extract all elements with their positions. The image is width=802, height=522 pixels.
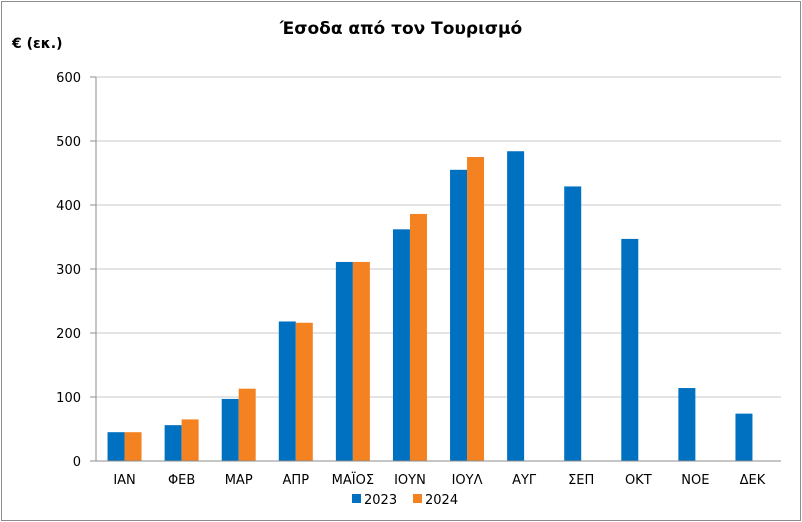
bar-2023-9 <box>621 238 639 461</box>
bar-2024-2 <box>238 388 256 461</box>
x-tick-label: ΑΠΡ <box>283 473 310 488</box>
y-tick-label: 600 <box>56 71 81 86</box>
bar-2023-3 <box>278 321 296 461</box>
x-tick-label: ΙΑΝ <box>113 473 135 488</box>
axes <box>95 77 781 462</box>
x-tick-label: ΜΑΡ <box>225 473 253 488</box>
bars <box>107 151 753 462</box>
y-tick-label: 100 <box>56 391 81 406</box>
x-tick-label: ΑΥΓ <box>512 473 537 488</box>
x-tick-label: ΣΕΠ <box>568 473 594 488</box>
bar-2024-4 <box>352 261 370 461</box>
bar-2024-5 <box>409 213 427 461</box>
bar-2023-2 <box>221 398 239 461</box>
bar-2023-6 <box>450 169 468 462</box>
legend: 2023 2024 <box>352 493 458 508</box>
legend-swatch-2023 <box>352 494 361 503</box>
x-tick-label: ΙΟΥΛ <box>452 473 483 488</box>
bar-2024-1 <box>181 419 199 461</box>
x-tick-label: ΝΟΕ <box>681 473 709 488</box>
bar-2023-5 <box>392 229 410 461</box>
x-tick-label: ΔΕΚ <box>740 473 766 488</box>
bar-2023-11 <box>735 413 753 461</box>
legend-swatch-2024 <box>413 494 422 503</box>
x-tick-label: ΦΕΒ <box>168 473 195 488</box>
legend-label-2023: 2023 <box>364 493 397 508</box>
bar-2024-3 <box>295 322 313 461</box>
bar-2023-8 <box>564 186 582 461</box>
bar-2023-1 <box>164 425 182 461</box>
bar-2023-7 <box>507 151 525 462</box>
y-tick-label: 300 <box>56 263 81 278</box>
y-tick-label: 400 <box>56 199 81 214</box>
bar-2024-6 <box>467 157 485 461</box>
x-tick-label: ΙΟΥΝ <box>394 473 426 488</box>
bar-2023-0 <box>107 432 125 461</box>
y-axis-ticks: 0 100 200 300 400 500 600 <box>56 71 96 470</box>
bar-2023-4 <box>335 261 353 461</box>
y-tick-label: 500 <box>56 135 81 150</box>
bar-2024-0 <box>124 432 142 461</box>
x-tick-label: ΜΑΪΟΣ <box>332 472 374 488</box>
x-axis-ticks: ΙΑΝ ΦΕΒ ΜΑΡ ΑΠΡ ΜΑΪΟΣ ΙΟΥΝ ΙΟΥΛ ΑΥΓ ΣΕΠ ΟΚΤ ΝΟΕ ΔΕΚ <box>113 472 765 488</box>
x-tick-label: ΟΚΤ <box>625 473 652 488</box>
y-tick-label: 200 <box>56 327 81 342</box>
gridlines <box>96 76 781 398</box>
bar-2023-10 <box>678 388 696 461</box>
y-tick-label: 0 <box>73 455 81 470</box>
y-axis-label: € (εκ.) <box>11 36 62 52</box>
chart-title: Έσοδα από τον Τουρισμό <box>279 19 522 39</box>
legend-label-2024: 2024 <box>425 493 458 508</box>
